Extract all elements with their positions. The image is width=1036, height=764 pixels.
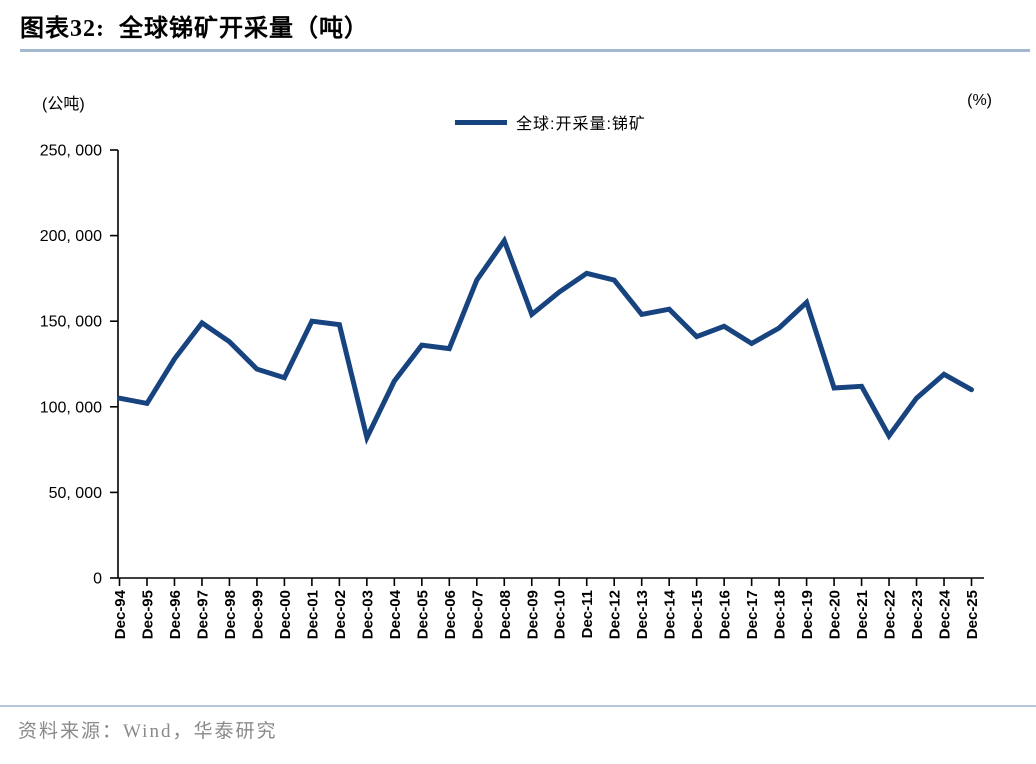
x-tick-label: Dec-99 (249, 590, 266, 639)
y-tick-label: 200, 000 (40, 228, 102, 245)
x-tick-label: Dec-13 (634, 590, 651, 639)
x-tick-label: Dec-24 (937, 589, 954, 639)
x-tick-label: Dec-05 (414, 590, 431, 639)
left-axis-unit-label: (公吨) (42, 96, 85, 113)
figure-title: 图表32: 全球锑矿开采量（吨） (20, 16, 369, 42)
x-tick-label: Dec-94 (112, 589, 129, 639)
y-tick-label: 50, 000 (49, 485, 102, 502)
x-tick-label: Dec-16 (717, 590, 734, 639)
series-line (117, 235, 974, 445)
x-tick-label: Dec-06 (442, 590, 459, 639)
x-tick-label: Dec-19 (799, 590, 816, 639)
x-tick-label: Dec-04 (387, 589, 404, 639)
x-tick-label: Dec-00 (277, 590, 294, 639)
x-tick-label: Dec-21 (854, 590, 871, 639)
x-tick-label: Dec-22 (882, 590, 899, 639)
x-axis: Dec-94 Dec-95 Dec-96 Dec-97 Dec-98 Dec-99 Dec-… (112, 578, 981, 639)
y-axis: 0 50, 000 100, 000 150, 000 200, 000 250, 000 (40, 143, 118, 588)
x-tick-label: Dec-03 (359, 590, 376, 639)
title-divider (20, 49, 1030, 52)
x-tick-label: Dec-10 (552, 590, 569, 639)
x-tick-label: Dec-14 (662, 589, 679, 639)
axes (117, 150, 984, 579)
right-axis-unit-label: (%) (967, 92, 992, 109)
x-tick-label: Dec-11 (579, 590, 596, 638)
x-tick-label: Dec-23 (909, 590, 926, 639)
x-tick-label: Dec-08 (497, 590, 514, 639)
x-tick-label: Dec-15 (689, 590, 706, 639)
source-note: 资料来源：Wind，华泰研究 (18, 721, 278, 742)
y-tick-label: 250, 000 (40, 143, 102, 160)
legend-label: 全球:开采量:锑矿 (516, 116, 646, 133)
x-tick-label: Dec-98 (222, 590, 239, 639)
x-tick-label: Dec-18 (772, 590, 789, 639)
x-tick-label: Dec-12 (607, 590, 624, 639)
y-tick-label: 150, 000 (40, 314, 102, 331)
x-tick-label: Dec-09 (524, 590, 541, 639)
x-tick-label: Dec-02 (332, 590, 349, 639)
y-tick-label: 100, 000 (40, 399, 102, 416)
x-tick-label: Dec-07 (469, 590, 486, 639)
x-tick-label: Dec-01 (304, 590, 321, 639)
x-tick-label: Dec-95 (139, 590, 156, 639)
x-tick-label: Dec-97 (194, 590, 211, 639)
legend-line-swatch (455, 119, 507, 125)
y-tick-label: 0 (93, 571, 102, 588)
x-tick-label: Dec-96 (167, 590, 184, 639)
x-tick-label: Dec-17 (744, 590, 761, 639)
x-tick-label: Dec-20 (827, 590, 844, 639)
footer-divider (0, 705, 1036, 707)
x-tick-label: Dec-25 (964, 590, 981, 639)
legend: 全球:开采量:锑矿 (455, 112, 646, 133)
